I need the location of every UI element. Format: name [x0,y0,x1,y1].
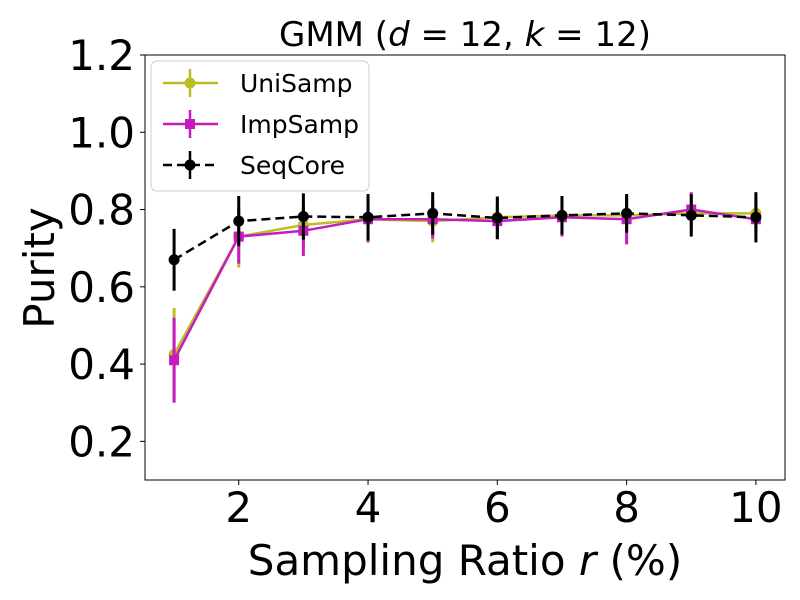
legend-label: ImpSamp [240,110,359,139]
legend: UniSamp ImpSamp SeqCore [150,60,370,192]
legend-label: SeqCore [240,151,345,180]
chart-title: GMM (d = 12, k = 12) [279,15,651,55]
y-tick-label: 0.8 [68,186,135,235]
chart-title-d: d [388,15,410,55]
chart-title-k-eq: = 12) [544,15,651,55]
data-point [427,207,439,219]
x-axis-label-var: r [579,536,599,585]
x-axis-label-prefix: Sampling Ratio [248,536,579,585]
data-point [685,209,697,221]
chart-title-d-eq: = 12, [410,15,525,55]
y-tick-label: 0.4 [68,340,135,389]
y-tick-label: 1.0 [68,108,135,157]
data-point [184,77,196,89]
x-tick-label: 6 [484,483,511,532]
legend-item-unisamp: UniSamp [163,69,353,98]
chart-title-k: k [525,15,546,55]
x-tick-label: 10 [729,483,782,532]
series-line [173,212,756,261]
data-point [750,211,762,223]
x-axis-label: Sampling Ratio r (%) [248,536,682,585]
x-axis-label-suffix: (%) [596,536,682,585]
legend-item-impsamp: ImpSamp [163,110,359,139]
legend-item-seqcore: SeqCore [163,151,345,180]
data-point [233,215,245,227]
plot-frame [144,54,786,481]
x-tick-label: 8 [613,483,640,532]
legend-label: UniSamp [240,69,353,98]
chart-title-prefix: GMM ( [279,15,388,55]
series-seqcore [168,192,762,291]
data-point [184,159,196,171]
data-point [168,254,180,266]
legend-frame [150,60,370,192]
y-tick-label: 0.6 [68,263,135,312]
y-tick-label: 1.2 [68,31,135,80]
y-axis-ticks: 0.2 0.4 0.6 0.8 1.0 1.2 [68,31,145,466]
data-point [185,119,195,129]
x-tick-label: 2 [225,483,252,532]
data-point [621,207,633,219]
data-point [491,212,503,224]
data-point [556,209,568,221]
x-tick-label: 4 [355,483,382,532]
x-axis-ticks: 2 4 6 8 10 [225,480,783,532]
y-tick-label: 0.2 [68,417,135,466]
data-point [297,211,309,222]
data-point [362,211,374,223]
legend-items: UniSamp ImpSamp SeqCore [163,69,359,180]
data-point [169,355,180,366]
series-layer [168,192,762,403]
y-axis-label: Purity [15,207,64,328]
